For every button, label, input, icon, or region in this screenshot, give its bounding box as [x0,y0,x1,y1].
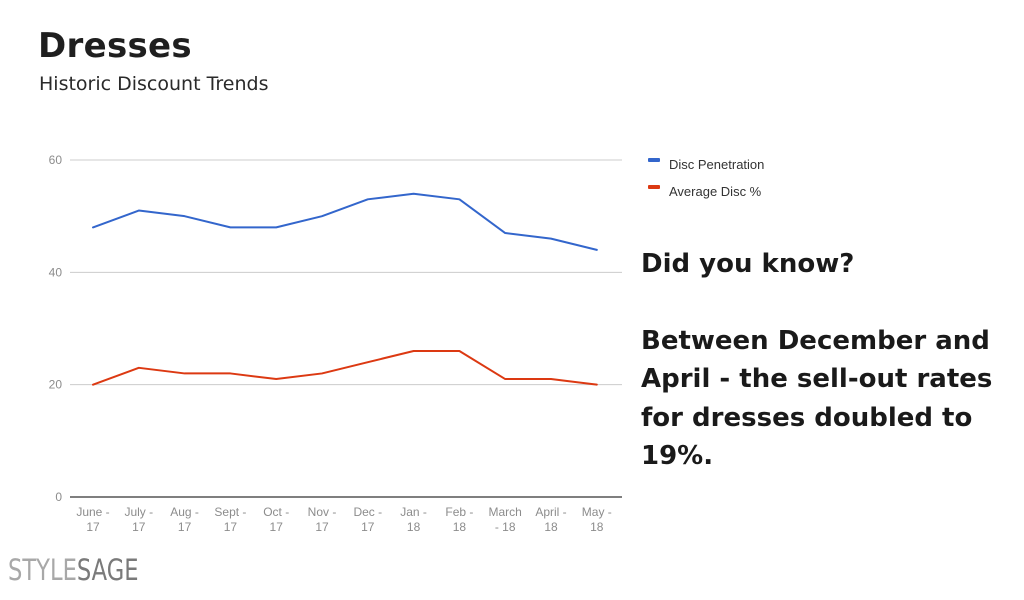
x-tick-label: Oct -17 [263,505,289,534]
x-axis-ticks: June -17 July -17 Aug -17 Sept -17 Oct -17 No… [76,505,611,534]
logo-part-style: STYLE [8,553,77,587]
legend-swatch [648,185,660,189]
callout-heading: Did you know? [641,249,855,279]
chart-series [92,192,598,386]
x-tick-label: Feb -18 [445,505,473,534]
y-tick-label: 0 [55,490,62,504]
logo-part-sage: SAGE [76,553,139,587]
legend-label: Average Disc % [669,184,762,199]
x-tick-label: July -17 [124,505,153,534]
x-tick-label: May -18 [582,505,612,534]
legend-label: Disc Penetration [669,157,764,172]
page-subtitle: Historic Discount Trends [39,73,269,95]
chart-legend[interactable]: Disc Penetration Average Disc % [648,157,764,199]
chart-gridlines [70,159,622,498]
x-tick-label: Sept -17 [214,505,246,534]
x-tick-label: March - 18 [489,505,522,534]
x-tick-label: Nov -17 [308,505,337,534]
series-line-disc-penetration [92,192,598,251]
callout-body: Between December and April - the sell-ou… [641,325,993,472]
page-title: Dresses [38,26,192,66]
y-tick-label: 40 [49,265,63,279]
x-tick-label: April -18 [535,505,566,534]
x-tick-label: June -17 [76,505,109,534]
x-tick-label: Dec -17 [353,505,382,534]
series-line-average-disc [92,349,598,386]
x-tick-label: Jan -18 [400,505,427,534]
y-axis-ticks: 0 20 40 60 [49,153,63,504]
y-tick-label: 60 [49,153,63,167]
stylesage-logo: STYLESAGE [8,553,139,587]
did-you-know-callout: Did you know? Between December and April… [641,245,1001,476]
y-tick-label: 20 [49,378,63,392]
x-tick-label: Aug -17 [170,505,199,534]
legend-swatch [648,158,660,162]
